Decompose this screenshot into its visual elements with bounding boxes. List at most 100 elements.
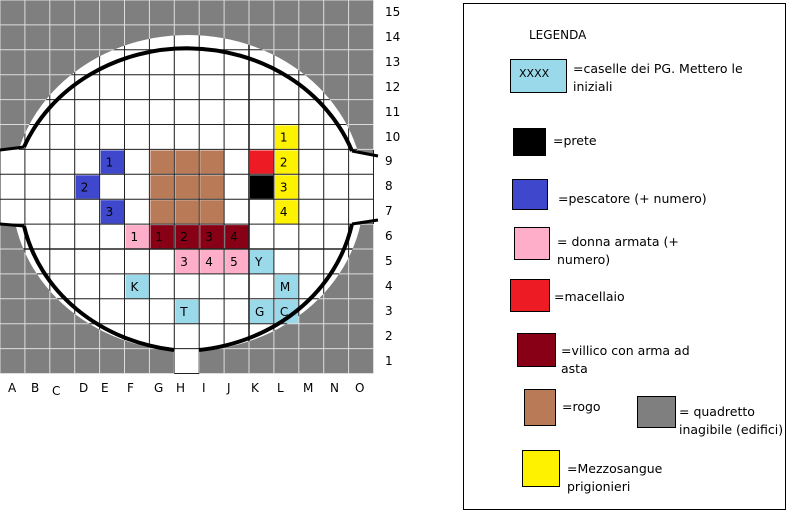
row-label: 5 — [385, 254, 393, 268]
cell-pg — [250, 250, 274, 274]
row-label: 10 — [385, 129, 401, 144]
cell-pg — [274, 299, 299, 324]
row-label: 3 — [385, 303, 393, 318]
column-label: A — [8, 381, 17, 395]
legend-swatch-inagibile — [637, 396, 676, 428]
column-label: B — [31, 381, 40, 395]
column-label: M — [303, 381, 314, 395]
cell-villico — [150, 225, 175, 249]
column-label: F — [127, 381, 134, 395]
cell-rogo — [200, 175, 225, 200]
cell-pescatore — [100, 200, 125, 225]
battle-map-grid: 1 1 2 2 3 3 4 1 1 2 3 4 3 4 5 Y K M T G C — [0, 0, 380, 374]
row-label: 11 — [385, 104, 401, 119]
cell-label: M — [280, 280, 290, 294]
cell-pg — [175, 299, 200, 324]
cell-pg — [274, 274, 299, 299]
legend-swatch-villico — [517, 333, 556, 367]
legend-text-inagibile: = quadretto inagibile (edifici) — [679, 404, 784, 437]
row-label: 8 — [385, 179, 393, 194]
wall-gate-west — [0, 222, 25, 228]
legend-text-macellaio: =macellaio — [554, 289, 625, 304]
column-label: H — [176, 381, 186, 395]
cell-villico — [175, 225, 200, 249]
legend-swatch-macellaio — [510, 279, 550, 312]
cell-villico — [200, 225, 225, 249]
cell-label: 4 — [280, 205, 288, 219]
cell-pg — [250, 299, 274, 324]
cell-label: T — [179, 305, 188, 319]
legend-text-prete: =prete — [553, 133, 597, 148]
cell-rogo — [200, 200, 225, 225]
cell-donna — [200, 250, 225, 274]
row-label: 9 — [385, 154, 393, 169]
wall-gate-west — [0, 145, 25, 152]
cell-pescatore — [100, 150, 125, 175]
row-label: 12 — [385, 79, 401, 94]
cell-pg — [125, 274, 150, 299]
column-label: J — [227, 381, 231, 395]
cell-mezzosangue — [274, 175, 299, 200]
legend-swatch-mezzosangue — [522, 450, 560, 487]
wall-south — [22, 223, 354, 352]
cell-mezzosangue — [274, 200, 299, 225]
cell-label: 3 — [106, 205, 114, 219]
column-label: O — [355, 381, 365, 395]
cell-label: 3 — [180, 255, 188, 269]
row-label: 14 — [385, 29, 401, 44]
cell-label: C — [280, 305, 288, 319]
cell-mezzosangue — [274, 150, 299, 175]
cell-label: 2 — [180, 230, 188, 244]
cell-rogo — [150, 150, 175, 175]
wall-gate-east — [351, 149, 379, 158]
legend-text-rogo: =rogo — [562, 399, 601, 414]
cell-label: 3 — [205, 230, 213, 244]
legend-text-pescatore: =pescatore (+ numero) — [558, 191, 707, 206]
east-road — [350, 152, 380, 224]
cell-label: 1 — [106, 155, 114, 169]
cell-label: K — [131, 280, 140, 294]
legend-swatch-pescatore — [512, 179, 548, 210]
legend-text-pg: =caselle dei PG. Mettero le iniziali — [573, 61, 743, 94]
cell-macellaio — [250, 150, 274, 175]
cell-label: 2 — [81, 180, 89, 194]
row-label: 2 — [385, 328, 393, 343]
cell-rogo — [175, 200, 200, 225]
cell-rogo — [200, 150, 225, 175]
column-label: D — [79, 381, 89, 395]
cell-rogo — [175, 175, 200, 200]
cell-label: 3 — [280, 180, 288, 194]
cell-label: 2 — [280, 155, 288, 169]
cell-label: 5 — [230, 255, 238, 269]
cell-label: Y — [254, 255, 263, 269]
row-label: 7 — [385, 204, 393, 219]
row-label: 15 — [385, 5, 401, 19]
legend-swatch-pg: XXXX — [510, 59, 567, 93]
row-label: 6 — [385, 229, 393, 244]
row-label: 1 — [385, 353, 393, 368]
cell-label: 4 — [230, 230, 238, 244]
cell-donna — [225, 250, 249, 274]
column-label: K — [251, 381, 259, 395]
cell-prete — [250, 175, 274, 200]
legend-panel: LEGENDA XXXX =caselle dei PG. Mettero le i… — [463, 3, 786, 510]
column-label: E — [101, 381, 109, 395]
cell-label: G — [255, 305, 264, 319]
cell-rogo — [175, 150, 200, 175]
legend-swatch-prete — [513, 128, 546, 156]
west-road — [0, 150, 24, 224]
row-label: 13 — [385, 54, 401, 69]
legend-title: LEGENDA — [529, 28, 587, 42]
row-label: 4 — [385, 278, 393, 293]
legend-text-donna: = donna armata (+ numero) — [557, 234, 679, 267]
cell-villico — [225, 225, 249, 249]
cell-mezzosangue — [274, 125, 299, 150]
column-label: I — [202, 381, 206, 395]
cell-donna — [125, 225, 150, 249]
wall-north — [22, 46, 354, 152]
south-road — [174, 340, 200, 374]
pg-sample-text: XXXX — [519, 67, 550, 80]
cell-pescatore — [75, 175, 100, 200]
cell-rogo — [150, 175, 175, 200]
cell-label: 1 — [131, 230, 139, 244]
